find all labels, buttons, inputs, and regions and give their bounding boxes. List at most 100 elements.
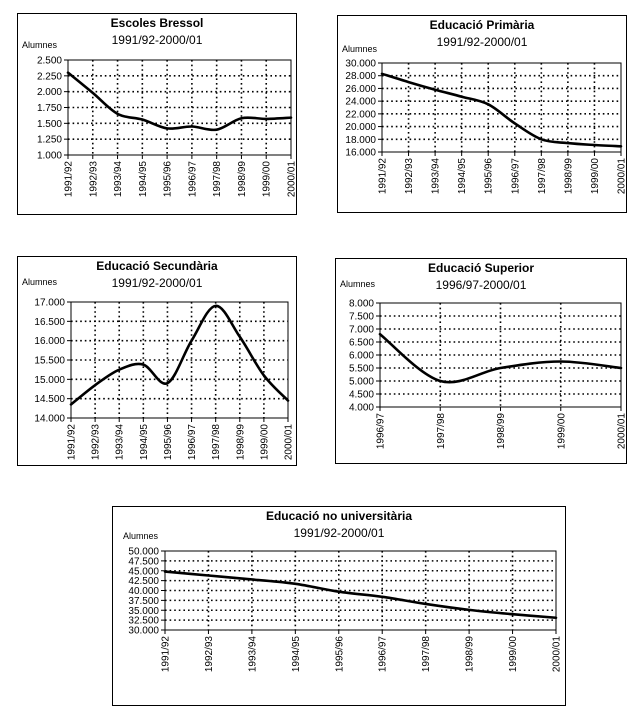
x-tick-label: 2000/01 xyxy=(617,413,628,450)
x-tick-label: 1998/99 xyxy=(235,424,246,461)
y-tick-label: 14.500 xyxy=(34,394,65,405)
x-tick-label: 1999/00 xyxy=(590,158,601,195)
y-tick-label: 35.000 xyxy=(128,606,159,617)
x-tick-label: 1991/92 xyxy=(64,161,75,198)
chart-plot: 50.00047.50045.00042.50040.00037.50035.0… xyxy=(128,547,563,673)
chart-subtitle: 1991/92-2000/01 xyxy=(436,35,528,49)
x-tick-label: 1994/95 xyxy=(138,161,149,198)
series-line xyxy=(380,72,623,148)
x-tick-label: 2000/01 xyxy=(284,424,295,461)
chart-educacio-secundaria: Educació Secundària 1991/92-2000/01 Alum… xyxy=(17,256,297,466)
y-tick-label: 2.000 xyxy=(37,87,62,98)
x-tick-label: 1995/96 xyxy=(163,161,174,198)
y-tick-label: 15.000 xyxy=(34,375,65,386)
y-tick-label: 22.000 xyxy=(345,109,376,120)
y-axis-label: Alumnes xyxy=(342,44,378,54)
x-tick-label: 1992/93 xyxy=(88,161,99,198)
x-tick-label: 1992/93 xyxy=(91,424,102,461)
x-tick-label: 1998/99 xyxy=(496,413,507,450)
chart-plot: 17.000 16.500 16.000 15.500 15.000 14.500 14.0… xyxy=(34,298,295,461)
x-tick-label: 1993/94 xyxy=(113,161,124,198)
x-tick-label: 1995/96 xyxy=(163,424,174,461)
x-tick-label: 1997/98 xyxy=(421,636,432,673)
x-tick-label: 1997/98 xyxy=(537,158,548,195)
y-tick-label: 14.000 xyxy=(34,414,65,425)
chart-subtitle: 1991/92-2000/01 xyxy=(111,33,203,47)
chart-title: Educació Superior xyxy=(427,261,535,275)
y-tick-label: 17.000 xyxy=(34,298,65,309)
y-tick-label: 42.500 xyxy=(128,576,159,587)
y-tick-label: 7.500 xyxy=(349,312,374,323)
y-tick-label: 5.000 xyxy=(349,377,374,388)
y-tick-label: 16.000 xyxy=(34,336,65,347)
y-axis-label: Alumnes xyxy=(340,279,376,289)
y-tick-label: 28.000 xyxy=(345,71,376,82)
x-tick-label: 1998/99 xyxy=(563,158,574,195)
x-tick-label: 2000/01 xyxy=(617,158,628,195)
chart-subtitle: 1996/97-2000/01 xyxy=(435,278,527,292)
chart-subtitle: 1991/92-2000/01 xyxy=(111,276,203,290)
x-tick-label: 1996/97 xyxy=(187,424,198,461)
y-tick-label: 4.500 xyxy=(349,390,374,401)
y-tick-label: 1.750 xyxy=(37,103,62,114)
plot-frame xyxy=(381,62,622,153)
y-tick-label: 2.250 xyxy=(37,71,62,82)
y-tick-label: 5.500 xyxy=(349,364,374,375)
y-axis-label: Alumnes xyxy=(22,40,58,50)
y-tick-label: 7.000 xyxy=(349,325,374,336)
x-tick-label: 1997/98 xyxy=(212,161,223,198)
series-line xyxy=(163,570,558,620)
chart-title: Escoles Bressol xyxy=(110,16,204,30)
chart-title: Educació Secundària xyxy=(96,259,218,273)
chart-educacio-superior: Educació Superior 1996/97-2000/01 Alumne… xyxy=(335,258,628,464)
x-tick-label: 1991/92 xyxy=(378,158,389,195)
x-tick-label: 1994/95 xyxy=(139,424,150,461)
y-tick-label: 50.000 xyxy=(128,547,159,558)
x-tick-label: 1993/94 xyxy=(115,424,126,461)
y-tick-label: 2.500 xyxy=(37,56,62,67)
y-tick-label: 45.000 xyxy=(128,566,159,577)
chart-plot: 2.500 2.250 2.000 1.750 1.500 1.250 1.0001991/… xyxy=(37,56,298,198)
y-tick-label: 6.000 xyxy=(349,351,374,362)
x-tick-label: 1996/97 xyxy=(378,636,389,673)
y-tick-label: 8.000 xyxy=(349,299,374,310)
series-line xyxy=(69,304,290,406)
y-tick-label: 16.500 xyxy=(34,317,65,328)
y-tick-label: 4.000 xyxy=(349,403,374,414)
y-tick-label: 40.000 xyxy=(128,586,159,597)
x-tick-label: 1992/93 xyxy=(204,636,215,673)
x-tick-label: 1999/00 xyxy=(259,424,270,461)
y-tick-label: 47.500 xyxy=(128,556,159,567)
x-tick-label: 2000/01 xyxy=(287,161,298,198)
y-tick-label: 26.000 xyxy=(345,84,376,95)
chart-escoles-bressol: Escoles Bressol 1991/92-2000/01 Alumnes … xyxy=(17,13,298,215)
y-axis-label: Alumnes xyxy=(123,531,159,541)
x-tick-label: 1996/97 xyxy=(376,413,387,450)
plot-frame xyxy=(379,302,622,408)
y-axis-label: Alumnes xyxy=(22,277,58,287)
x-tick-label: 1995/96 xyxy=(334,636,345,673)
y-tick-label: 15.500 xyxy=(34,356,65,367)
x-tick-label: 1993/94 xyxy=(431,158,442,195)
x-tick-label: 1997/98 xyxy=(436,413,447,450)
x-tick-label: 1992/93 xyxy=(404,158,415,195)
x-tick-label: 1996/97 xyxy=(510,158,521,195)
y-tick-label: 30.000 xyxy=(345,59,376,70)
x-tick-label: 1995/96 xyxy=(484,158,495,195)
plot-frame xyxy=(67,59,292,156)
chart-title: Educació Primària xyxy=(429,18,535,32)
x-tick-label: 2000/01 xyxy=(552,636,563,673)
x-tick-label: 1991/92 xyxy=(161,636,172,673)
y-tick-label: 1.000 xyxy=(37,151,62,162)
y-tick-label: 24.000 xyxy=(345,97,376,108)
x-tick-label: 1999/00 xyxy=(556,413,567,450)
x-tick-label: 1999/00 xyxy=(508,636,519,673)
chart-title: Educació no universitària xyxy=(265,509,413,523)
y-tick-label: 16.000 xyxy=(345,148,376,159)
chart-subtitle: 1991/92-2000/01 xyxy=(293,526,385,540)
x-tick-label: 1999/00 xyxy=(262,161,273,198)
y-tick-label: 20.000 xyxy=(345,122,376,133)
y-tick-label: 18.000 xyxy=(345,135,376,146)
chart-educacio-no-universitaria: Educació no universitària 1991/92-2000/0… xyxy=(112,506,566,706)
x-tick-label: 1991/92 xyxy=(67,424,78,461)
